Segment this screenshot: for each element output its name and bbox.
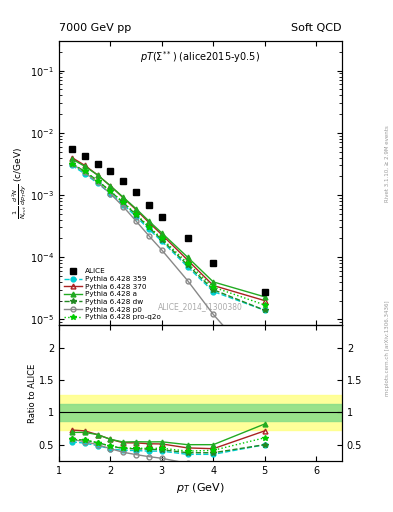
ALICE	[263, 288, 267, 294]
Pythia 6.428 p0	[211, 311, 216, 317]
Pythia 6.428 a	[185, 254, 190, 260]
Pythia 6.428 pro-q2o	[147, 224, 151, 230]
Pythia 6.428 a	[147, 218, 151, 224]
Pythia 6.428 370	[160, 231, 164, 238]
Text: 7000 GeV pp: 7000 GeV pp	[59, 23, 131, 33]
Pythia 6.428 dw	[82, 168, 87, 175]
Y-axis label: $\frac{1}{N_{evt}}\,\frac{d^2N}{dp_Tdy}$ (c/GeV): $\frac{1}{N_{evt}}\,\frac{d^2N}{dp_Tdy}$…	[10, 147, 29, 219]
ALICE	[160, 214, 164, 220]
Pythia 6.428 p0	[185, 278, 190, 284]
Pythia 6.428 359	[211, 288, 216, 294]
Line: Pythia 6.428 370: Pythia 6.428 370	[70, 155, 267, 303]
Line: Pythia 6.428 pro-q2o: Pythia 6.428 pro-q2o	[69, 161, 268, 308]
Line: Pythia 6.428 359: Pythia 6.428 359	[70, 163, 267, 313]
Pythia 6.428 dw	[263, 307, 267, 313]
ALICE	[185, 236, 190, 242]
Bar	[59, 395, 342, 430]
Pythia 6.428 359	[70, 162, 74, 168]
ALICE	[82, 153, 87, 159]
Pythia 6.428 370	[147, 220, 151, 226]
Pythia 6.428 370	[70, 155, 74, 161]
Pythia 6.428 pro-q2o	[70, 160, 74, 166]
Pythia 6.428 359	[185, 264, 190, 270]
Pythia 6.428 a	[95, 172, 100, 178]
Pythia 6.428 359	[160, 238, 164, 244]
X-axis label: $p_T$ (GeV): $p_T$ (GeV)	[176, 481, 225, 495]
Pythia 6.428 p0	[82, 169, 87, 176]
Pythia 6.428 359	[134, 214, 138, 220]
Pythia 6.428 359	[82, 170, 87, 177]
Y-axis label: Ratio to ALICE: Ratio to ALICE	[28, 364, 37, 423]
Text: mcplots.cern.ch [arXiv:1306.3436]: mcplots.cern.ch [arXiv:1306.3436]	[385, 301, 390, 396]
Pythia 6.428 a	[121, 194, 126, 200]
Pythia 6.428 359	[121, 202, 126, 208]
ALICE	[134, 189, 138, 196]
ALICE	[70, 146, 74, 152]
ALICE	[211, 260, 216, 266]
Pythia 6.428 pro-q2o	[121, 199, 126, 205]
Pythia 6.428 370	[95, 172, 100, 178]
Pythia 6.428 pro-q2o	[95, 178, 100, 184]
Pythia 6.428 pro-q2o	[160, 236, 164, 242]
Pythia 6.428 a	[134, 206, 138, 212]
Pythia 6.428 p0	[121, 204, 126, 210]
Pythia 6.428 p0	[147, 233, 151, 239]
Line: Pythia 6.428 a: Pythia 6.428 a	[70, 157, 267, 300]
Line: ALICE: ALICE	[69, 146, 268, 295]
Pythia 6.428 dw	[95, 178, 100, 184]
Pythia 6.428 pro-q2o	[82, 168, 87, 175]
Text: Rivet 3.1.10, ≥ 2.9M events: Rivet 3.1.10, ≥ 2.9M events	[385, 125, 390, 202]
Pythia 6.428 370	[185, 257, 190, 263]
Pythia 6.428 370	[121, 195, 126, 201]
Pythia 6.428 370	[108, 183, 113, 189]
Pythia 6.428 dw	[160, 237, 164, 243]
Pythia 6.428 dw	[70, 160, 74, 166]
Pythia 6.428 pro-q2o	[263, 302, 267, 308]
Pythia 6.428 p0	[160, 247, 164, 253]
Pythia 6.428 359	[263, 307, 267, 313]
ALICE	[147, 202, 151, 208]
Legend: ALICE, Pythia 6.428 359, Pythia 6.428 370, Pythia 6.428 a, Pythia 6.428 dw, Pyth: ALICE, Pythia 6.428 359, Pythia 6.428 37…	[62, 267, 162, 322]
Pythia 6.428 370	[82, 162, 87, 168]
ALICE	[95, 160, 100, 166]
Text: $pT(\Sigma^{**})$ (alice2015-y0.5): $pT(\Sigma^{**})$ (alice2015-y0.5)	[140, 50, 261, 66]
Pythia 6.428 359	[108, 190, 113, 197]
Pythia 6.428 a	[70, 156, 74, 162]
Pythia 6.428 pro-q2o	[211, 284, 216, 290]
Pythia 6.428 dw	[185, 262, 190, 268]
Pythia 6.428 pro-q2o	[134, 211, 138, 217]
Pythia 6.428 359	[95, 180, 100, 186]
ALICE	[121, 178, 126, 184]
Pythia 6.428 pro-q2o	[108, 188, 113, 194]
Text: ALICE_2014_I1300380: ALICE_2014_I1300380	[158, 302, 243, 311]
Pythia 6.428 dw	[134, 212, 138, 218]
Bar	[59, 404, 342, 421]
Line: Pythia 6.428 dw: Pythia 6.428 dw	[69, 161, 268, 313]
Pythia 6.428 dw	[121, 200, 126, 206]
ALICE	[108, 168, 113, 175]
Pythia 6.428 370	[211, 283, 216, 289]
Line: Pythia 6.428 p0: Pythia 6.428 p0	[70, 161, 267, 375]
Pythia 6.428 p0	[263, 369, 267, 375]
Pythia 6.428 p0	[108, 190, 113, 197]
Pythia 6.428 a	[108, 183, 113, 189]
Pythia 6.428 359	[147, 226, 151, 232]
Text: Soft QCD: Soft QCD	[292, 23, 342, 33]
Pythia 6.428 dw	[211, 287, 216, 293]
Pythia 6.428 dw	[108, 188, 113, 194]
Pythia 6.428 a	[82, 163, 87, 169]
Pythia 6.428 p0	[95, 179, 100, 185]
Pythia 6.428 370	[134, 207, 138, 213]
Pythia 6.428 pro-q2o	[185, 260, 190, 266]
Pythia 6.428 p0	[134, 218, 138, 224]
Pythia 6.428 a	[160, 230, 164, 236]
Pythia 6.428 370	[263, 297, 267, 304]
Pythia 6.428 a	[211, 279, 216, 285]
Pythia 6.428 dw	[147, 224, 151, 230]
Pythia 6.428 a	[263, 294, 267, 300]
Pythia 6.428 p0	[70, 160, 74, 166]
